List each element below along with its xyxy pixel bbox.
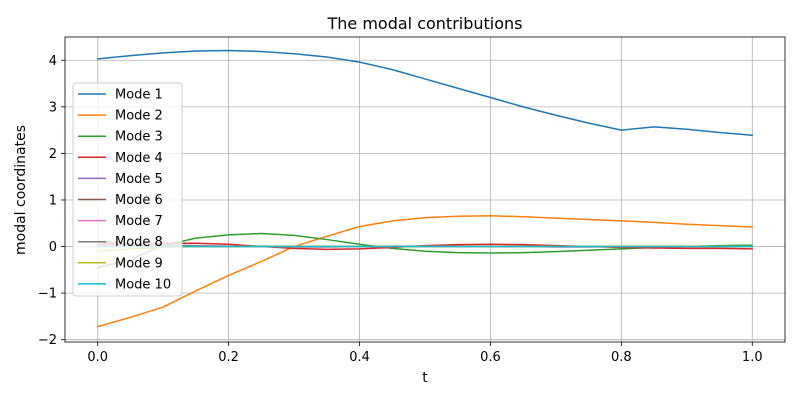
y-tick-label: −1 (38, 287, 57, 302)
y-tick-label: 2 (49, 147, 57, 162)
y-axis-label: modal coordinates (13, 125, 29, 255)
y-tick-label: 0 (49, 240, 57, 255)
x-tick-label: 0.8 (611, 350, 632, 365)
legend-label-mode-6: Mode 6 (115, 193, 163, 208)
x-axis: 0.0 0.2 0.4 0.6 0.8 1.0 (87, 342, 763, 365)
x-tick-label: 0.6 (480, 350, 501, 365)
y-tick-label: 4 (49, 54, 57, 69)
x-tick-label: 0.2 (218, 350, 239, 365)
legend-label-mode-2: Mode 2 (115, 109, 163, 124)
series-line-mode-2 (96, 215, 754, 328)
legend-label-mode-7: Mode 7 (115, 214, 163, 229)
x-axis-label: t (422, 370, 428, 386)
x-tick-label: 0.4 (349, 350, 370, 365)
legend-label-mode-3: Mode 3 (115, 130, 163, 145)
legend-label-mode-8: Mode 8 (115, 235, 163, 250)
legend-label-mode-1: Mode 1 (115, 88, 163, 103)
legend-label-mode-10: Mode 10 (115, 277, 171, 292)
x-tick-label: 1.0 (742, 350, 763, 365)
legend-label-mode-5: Mode 5 (115, 172, 163, 187)
plot-frame (64, 36, 786, 343)
chart-title: The modal contributions (326, 14, 522, 33)
y-axis: −2 −1 0 1 2 3 4 (38, 54, 65, 348)
legend-label-mode-9: Mode 9 (115, 256, 163, 271)
series-lines (96, 49, 754, 328)
legend: Mode 1 Mode 2 Mode 3 Mode 4 Mode 5 Mode 6 Mode… (72, 82, 183, 297)
x-tick-label: 0.0 (87, 350, 108, 365)
y-tick-label: −2 (38, 333, 57, 348)
y-tick-label: 1 (49, 193, 57, 208)
legend-label-mode-4: Mode 4 (115, 151, 163, 166)
y-tick-label: 3 (49, 100, 57, 115)
series-line-mode-1 (96, 49, 754, 136)
